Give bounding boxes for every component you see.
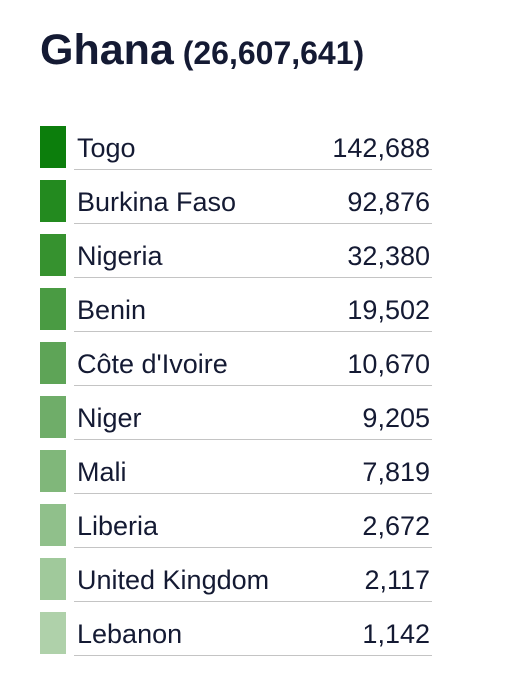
color-swatch xyxy=(40,288,66,330)
row-divider xyxy=(74,169,432,170)
row-divider xyxy=(74,547,432,548)
color-swatch xyxy=(40,126,66,168)
row-label: Côte d'Ivoire xyxy=(77,349,228,379)
color-swatch xyxy=(40,234,66,276)
row-label: Togo xyxy=(77,133,136,163)
row-value: 10,670 xyxy=(347,349,430,379)
row-label: Niger xyxy=(77,403,142,433)
color-swatch xyxy=(40,450,66,492)
row-divider xyxy=(74,277,432,278)
row-value: 1,142 xyxy=(362,619,430,649)
list-item: Mali 7,819 xyxy=(40,448,432,502)
row-value: 142,688 xyxy=(332,133,430,163)
row-divider xyxy=(74,601,432,602)
row-divider xyxy=(74,655,432,656)
list-item: Niger 9,205 xyxy=(40,394,432,448)
country-name: Ghana xyxy=(40,26,174,74)
country-total: (26,607,641) xyxy=(182,35,365,71)
list-item: Côte d'Ivoire 10,670 xyxy=(40,340,432,394)
row-label: United Kingdom xyxy=(77,565,270,595)
row-label: Liberia xyxy=(77,511,159,541)
row-value: 92,876 xyxy=(347,187,430,217)
row-value: 19,502 xyxy=(347,295,430,325)
color-swatch xyxy=(40,180,66,222)
color-swatch xyxy=(40,612,66,654)
color-swatch xyxy=(40,396,66,438)
list-item: Lebanon 1,142 xyxy=(40,610,432,664)
row-divider xyxy=(74,439,432,440)
row-value: 2,117 xyxy=(364,565,430,595)
row-label: Mali xyxy=(77,457,127,487)
list-item: Benin 19,502 xyxy=(40,286,432,340)
row-value: 9,205 xyxy=(362,403,430,433)
row-divider xyxy=(74,493,432,494)
row-label: Burkina Faso xyxy=(77,187,237,217)
row-divider xyxy=(74,385,432,386)
row-label: Nigeria xyxy=(77,241,163,271)
row-value: 32,380 xyxy=(347,241,430,271)
list-item: Togo 142,688 xyxy=(40,124,432,178)
row-value: 2,672 xyxy=(362,511,430,541)
row-divider xyxy=(74,223,432,224)
color-swatch xyxy=(40,342,66,384)
row-label: Lebanon xyxy=(77,619,183,649)
row-divider xyxy=(74,331,432,332)
list-item: Burkina Faso 92,876 xyxy=(40,178,432,232)
color-swatch xyxy=(40,504,66,546)
color-swatch xyxy=(40,558,66,600)
page-title: Ghana (26,607,641) xyxy=(40,24,364,79)
row-label: Benin xyxy=(77,295,147,325)
row-value: 7,819 xyxy=(362,457,430,487)
list-item: United Kingdom 2,117 xyxy=(40,556,432,610)
ranking-list: Togo 142,688 Burkina Faso 92,876 Nigeria… xyxy=(40,124,432,664)
list-item: Liberia 2,672 xyxy=(40,502,432,556)
list-item: Nigeria 32,380 xyxy=(40,232,432,286)
